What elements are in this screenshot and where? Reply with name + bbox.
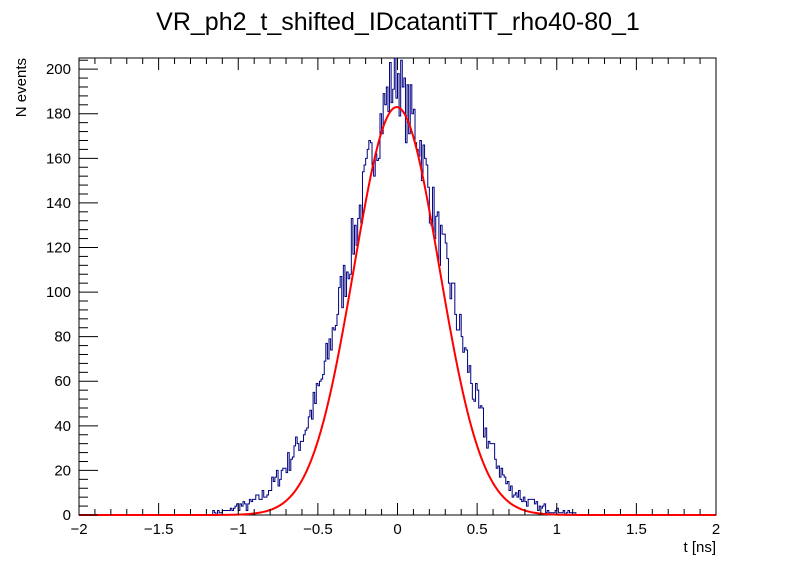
fit-layer — [79, 106, 716, 516]
x-tick-label: 1.5 — [626, 521, 647, 538]
y-tick-label: 200 — [46, 61, 71, 78]
y-tick-label: 20 — [54, 462, 71, 479]
y-axis-label: N events — [13, 58, 30, 117]
y-tick-label: 160 — [46, 150, 71, 167]
y-tick-label: 0 — [63, 507, 71, 524]
x-tick-label: 0.5 — [467, 521, 488, 538]
y-axis: 0 20 40 60 80 100 120 140 160 180 200 — [46, 59, 98, 524]
y-tick-label: 60 — [54, 373, 71, 390]
x-tick-label: −1 — [230, 521, 247, 538]
chart-title: VR_ph2_t_shifted_IDcatantiTT_rho40-80_1 — [156, 8, 640, 36]
x-tick-label: −2 — [70, 521, 87, 538]
x-tick-label: 2 — [712, 521, 720, 538]
y-tick-label: 80 — [54, 329, 71, 346]
y-tick-label: 120 — [46, 239, 71, 256]
y-tick-label: 100 — [46, 284, 71, 301]
histogram-layer — [79, 57, 716, 516]
y-tick-label: 140 — [46, 195, 71, 212]
x-axis: −2 −1.5 −1 −0.5 0 0.5 1 1.5 2 — [70, 58, 720, 538]
y-tick-label: 180 — [46, 106, 71, 123]
x-tick-label: 0 — [393, 521, 401, 538]
gaussian-fit-curve — [79, 106, 716, 516]
plot-frame — [78, 57, 717, 516]
histogram-series — [79, 57, 716, 516]
x-tick-label: −1.5 — [144, 521, 174, 538]
x-axis-label: t [ns] — [683, 539, 716, 556]
x-tick-label: 1 — [553, 521, 561, 538]
x-tick-label: −0.5 — [303, 521, 333, 538]
y-tick-label: 40 — [54, 418, 71, 435]
